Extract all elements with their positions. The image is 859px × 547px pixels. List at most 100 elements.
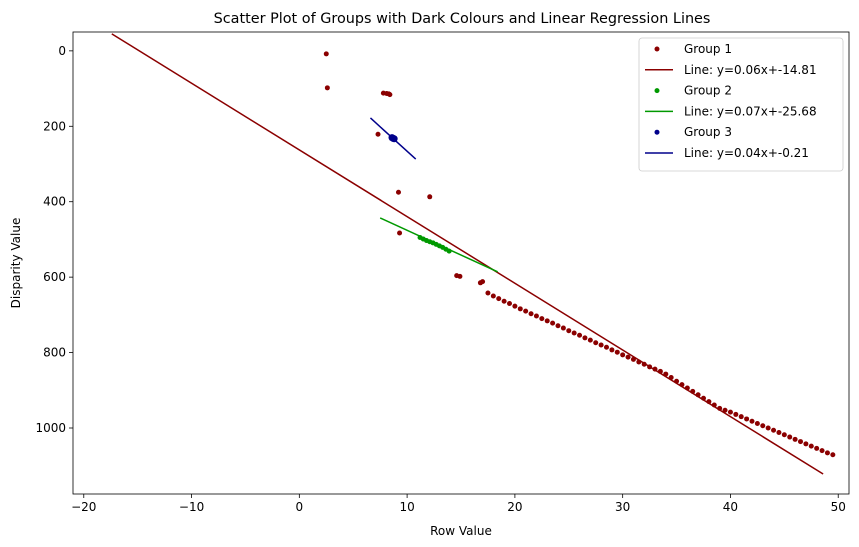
data-point-group-1 bbox=[397, 230, 403, 236]
data-point-group-1 bbox=[485, 290, 491, 296]
data-point-group-1 bbox=[787, 434, 793, 440]
data-point-group-1 bbox=[523, 308, 529, 314]
y-tick-label: 400 bbox=[43, 195, 66, 209]
x-tick-label: −10 bbox=[179, 500, 204, 514]
data-point-group-1 bbox=[652, 366, 658, 372]
legend-label-group-1: Group 1 bbox=[684, 42, 732, 56]
data-point-group-1 bbox=[427, 194, 433, 200]
chart-title: Scatter Plot of Groups with Dark Colours… bbox=[214, 11, 711, 27]
data-point-group-1 bbox=[744, 416, 750, 422]
data-point-group-1 bbox=[582, 335, 588, 341]
y-tick-label: 800 bbox=[43, 346, 66, 360]
regression-line-group-1 bbox=[111, 33, 824, 475]
data-point-group-1 bbox=[604, 344, 609, 350]
data-point-group-1 bbox=[641, 361, 647, 367]
data-point-group-1 bbox=[717, 405, 723, 411]
data-point-group-1 bbox=[507, 301, 512, 307]
data-point-group-1 bbox=[701, 395, 706, 401]
y-tick-label: 600 bbox=[43, 270, 66, 284]
data-point-group-1 bbox=[375, 131, 381, 137]
data-point-group-1 bbox=[512, 303, 518, 309]
data-point-group-1 bbox=[684, 385, 690, 391]
data-point-group-1 bbox=[711, 402, 717, 408]
data-point-group-1 bbox=[630, 356, 636, 362]
data-point-group-1 bbox=[803, 441, 809, 447]
data-point-group-1 bbox=[771, 427, 777, 433]
data-point-group-1 bbox=[324, 85, 330, 91]
data-point-group-1 bbox=[550, 320, 556, 326]
data-point-group-1 bbox=[647, 364, 653, 370]
data-point-group-1 bbox=[636, 359, 642, 365]
data-point-group-1 bbox=[695, 392, 701, 398]
y-axis: 0 200 400 600 800 1000 bbox=[35, 44, 73, 435]
data-point-group-1 bbox=[824, 450, 830, 456]
data-point-group-1 bbox=[571, 330, 577, 336]
data-points bbox=[323, 51, 836, 458]
data-point-group-1 bbox=[387, 92, 393, 98]
data-point-group-3 bbox=[390, 135, 398, 143]
data-point-group-1 bbox=[625, 354, 631, 360]
legend-marker-group-2 bbox=[654, 88, 660, 94]
data-point-group-1 bbox=[814, 445, 820, 451]
legend-marker-group-3 bbox=[654, 129, 660, 135]
data-point-group-1 bbox=[668, 374, 674, 380]
data-point-group-1 bbox=[722, 407, 728, 413]
legend-label-line-1: Line: y=0.06x+-14.81 bbox=[684, 63, 817, 77]
x-tick-label: 40 bbox=[723, 500, 738, 514]
data-point-group-1 bbox=[733, 411, 739, 417]
data-point-group-1 bbox=[749, 418, 755, 424]
data-point-group-1 bbox=[830, 452, 836, 458]
x-tick-label: 0 bbox=[296, 500, 304, 514]
data-point-group-1 bbox=[501, 298, 507, 304]
data-point-group-2 bbox=[446, 248, 452, 254]
data-point-group-1 bbox=[544, 318, 550, 324]
data-point-group-1 bbox=[609, 347, 615, 353]
y-tick-label: 200 bbox=[43, 119, 66, 133]
data-point-group-1 bbox=[754, 420, 760, 426]
x-tick-label: 50 bbox=[831, 500, 846, 514]
data-point-group-1 bbox=[517, 306, 523, 312]
data-point-group-1 bbox=[663, 371, 669, 377]
data-point-group-1 bbox=[798, 439, 803, 445]
data-point-group-1 bbox=[480, 279, 486, 285]
data-point-group-1 bbox=[577, 332, 583, 338]
data-point-group-1 bbox=[614, 349, 620, 355]
data-point-group-1 bbox=[679, 382, 685, 388]
legend-label-line-3: Line: y=0.04x+-0.21 bbox=[684, 146, 809, 160]
legend: Group 1 Line: y=0.06x+-14.81 Group 2 Line: … bbox=[638, 37, 844, 172]
legend-label-line-2: Line: y=0.07x+-25.68 bbox=[684, 104, 817, 118]
data-point-group-1 bbox=[674, 378, 680, 384]
data-point-group-1 bbox=[539, 316, 545, 322]
data-point-group-1 bbox=[760, 423, 766, 429]
data-point-group-1 bbox=[323, 51, 329, 57]
legend-label-group-2: Group 2 bbox=[684, 84, 732, 98]
y-axis-label: Disparity Value bbox=[9, 218, 23, 309]
x-tick-label: −20 bbox=[71, 500, 96, 514]
x-tick-label: 10 bbox=[399, 500, 414, 514]
data-point-group-1 bbox=[808, 443, 814, 449]
data-point-group-1 bbox=[657, 368, 663, 374]
data-point-group-1 bbox=[457, 273, 463, 279]
x-axis-label: Row Value bbox=[430, 524, 492, 538]
x-tick-label: 20 bbox=[507, 500, 522, 514]
data-point-group-1 bbox=[738, 414, 744, 420]
data-point-group-1 bbox=[490, 293, 496, 299]
data-point-group-1 bbox=[776, 430, 782, 436]
data-point-group-1 bbox=[706, 399, 712, 405]
data-point-group-1 bbox=[620, 352, 626, 358]
data-point-group-1 bbox=[560, 325, 566, 331]
data-point-group-1 bbox=[496, 296, 502, 302]
data-point-group-1 bbox=[727, 409, 733, 415]
data-point-group-1 bbox=[395, 189, 401, 195]
data-point-group-1 bbox=[555, 323, 561, 329]
data-point-group-1 bbox=[528, 311, 534, 317]
data-point-group-1 bbox=[765, 425, 771, 431]
x-axis: −20 −10 0 10 20 30 40 50 bbox=[71, 494, 846, 514]
legend-marker-group-1 bbox=[654, 46, 660, 52]
data-point-group-1 bbox=[819, 448, 825, 454]
data-point-group-1 bbox=[533, 313, 539, 319]
data-point-group-1 bbox=[792, 436, 798, 442]
data-point-group-1 bbox=[593, 340, 599, 346]
y-tick-label: 0 bbox=[58, 44, 66, 58]
